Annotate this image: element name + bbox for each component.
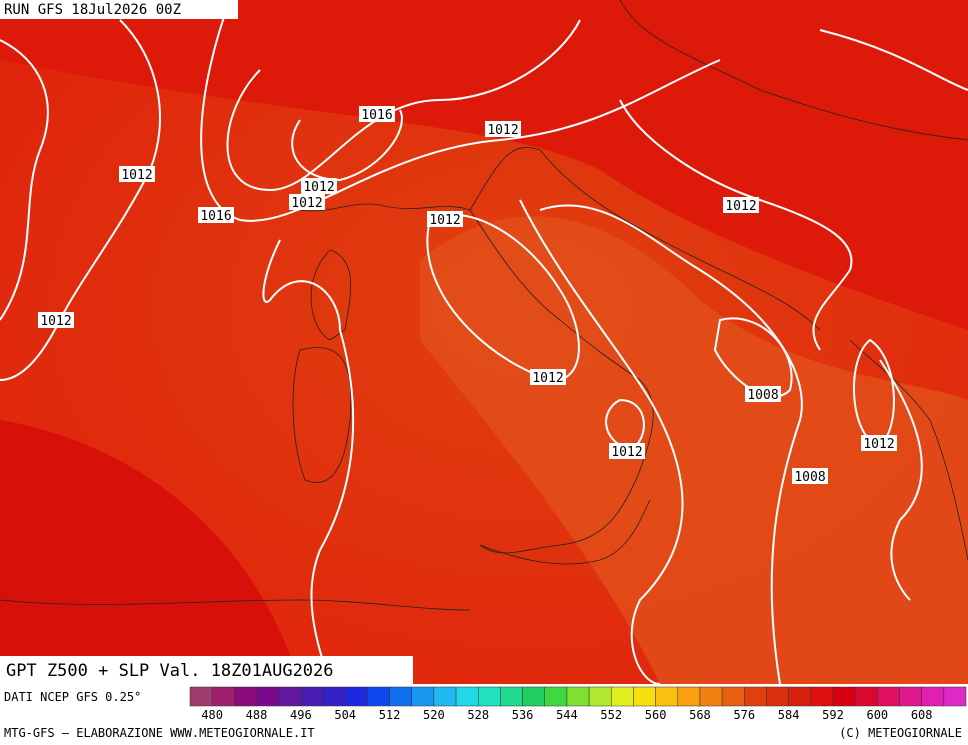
colorbar-label: 592	[822, 708, 844, 722]
isobar-label-box	[359, 106, 395, 122]
source-label: DATI NCEP GFS 0.25°	[4, 690, 141, 704]
colorbar-label: 568	[689, 708, 711, 722]
colorbar-label: 512	[379, 708, 401, 722]
colorbar-label: 536	[512, 708, 534, 722]
header-box	[0, 0, 238, 19]
colorbar-swatch	[655, 686, 679, 707]
colorbar-label: 608	[911, 708, 933, 722]
colorbar-swatch	[677, 686, 701, 707]
map-title: GPT Z500 + SLP Val. 18Z01AUG2026	[6, 661, 334, 681]
isobar-label: 1016	[361, 108, 392, 123]
colorbar-label: 520	[423, 708, 445, 722]
colorbar-label: 544	[556, 708, 578, 722]
isobar-label-box	[198, 207, 234, 223]
colorbar-swatch	[278, 686, 302, 707]
isobar-label-box	[745, 386, 781, 402]
isobar-label: 1012	[611, 445, 642, 460]
colorbar-label: 584	[778, 708, 800, 722]
colorbar-swatch	[367, 686, 390, 707]
isobar-label-box	[301, 178, 337, 194]
isobar-label-box	[609, 443, 645, 459]
colorbar-label: 552	[600, 708, 622, 722]
colorbar-swatch	[189, 686, 213, 707]
credit-left: MTG-GFS — ELABORAZIONE WWW.METEOGIORNALE…	[4, 726, 315, 740]
isobar-label-box	[38, 312, 74, 328]
colorbar-swatch	[699, 686, 723, 707]
title-box	[0, 656, 413, 684]
isobar-label: 1012	[429, 213, 460, 228]
colorbar-label: 560	[645, 708, 667, 722]
isobar-label-box	[861, 435, 897, 451]
isobars	[0, 0, 968, 684]
isobar-label: 1012	[863, 437, 894, 452]
colorbar-swatch	[854, 686, 878, 707]
isobar-label: 1012	[487, 123, 518, 138]
colorbar-label: 576	[733, 708, 755, 722]
isobar-label: 1008	[747, 388, 778, 403]
isobar-label: 1012	[532, 371, 563, 386]
isobar-label-box	[723, 197, 759, 213]
isobar-label: 1012	[291, 196, 322, 211]
colorbar-swatch	[588, 686, 612, 707]
isobar-label: 1012	[725, 199, 756, 214]
colorbar-swatch	[832, 686, 856, 707]
isobar-label: 1008	[794, 470, 825, 485]
isobar-label-box	[530, 369, 566, 385]
colorbar-swatch	[455, 686, 479, 707]
colorbar-swatch	[256, 686, 279, 707]
colorbar-label: 480	[201, 708, 223, 722]
colorbar-swatch	[477, 686, 501, 707]
isobar-label-box	[485, 121, 521, 137]
colorbar-label: 496	[290, 708, 312, 722]
isobar-labels: 1016101210121016101210121012101210121012…	[38, 106, 897, 485]
isobar-label-box	[792, 468, 828, 484]
colorbar-swatch	[633, 686, 656, 707]
colorbar-swatch	[877, 686, 900, 707]
coastlines	[0, 0, 968, 611]
colorbar-swatch	[943, 686, 967, 707]
colorbar-swatch	[788, 686, 812, 707]
colorbar-swatch	[234, 686, 257, 707]
colorbar-swatch	[721, 686, 745, 707]
colorbar-label: 600	[866, 708, 888, 722]
colorbar-label: 528	[467, 708, 489, 722]
colorbar-swatch	[744, 686, 767, 707]
isobar-label-box	[427, 211, 463, 227]
colorbar-swatch	[500, 686, 523, 707]
colorbar-swatch	[766, 686, 789, 707]
colorbar-swatch	[411, 686, 435, 707]
colorbar-label: 488	[246, 708, 268, 722]
colorbar-swatch	[810, 686, 834, 707]
colorbar-swatch	[611, 686, 634, 707]
colorbar-swatch	[300, 686, 324, 707]
isobar-label-box	[289, 194, 325, 210]
colorbar-swatch	[522, 686, 545, 707]
colorbar: 480 488 496 504 512 520 528 536 544 552 560 568 576 5…	[189, 686, 967, 722]
isobar-label: 1012	[40, 314, 71, 329]
credit-right: (C) METEOGIORNALE	[839, 726, 962, 740]
colorbar-swatch	[344, 686, 368, 707]
colorbar-swatch	[899, 686, 922, 707]
colorbar-swatch	[389, 686, 412, 707]
isobar-label: 1012	[303, 180, 334, 195]
colorbar-label: 504	[334, 708, 356, 722]
map-zone	[420, 216, 968, 685]
isobar-label: 1016	[200, 209, 231, 224]
colorbar-swatch	[211, 686, 235, 707]
map-zone	[0, 420, 300, 684]
isobar-label-box	[119, 166, 155, 182]
colorbar-swatch	[544, 686, 568, 707]
run-label: RUN GFS 18Jul2026 00Z	[4, 2, 181, 18]
map-zone	[0, 0, 968, 330]
isobar-label: 1012	[121, 168, 152, 183]
colorbar-swatch	[566, 686, 590, 707]
colorbar-swatch	[322, 686, 346, 707]
colorbar-swatch	[433, 686, 457, 707]
colorbar-swatch	[921, 686, 945, 707]
